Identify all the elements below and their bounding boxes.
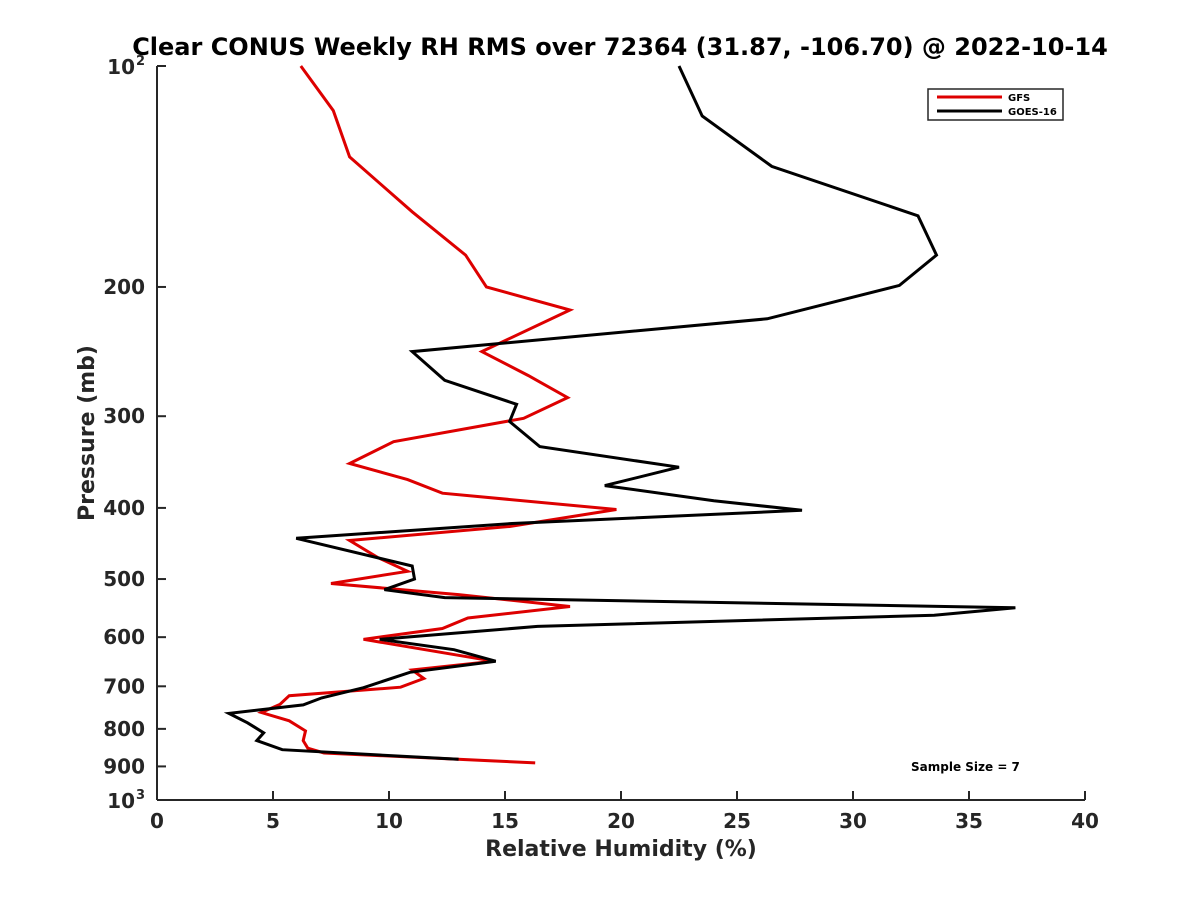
legend-box [927,88,1064,121]
x-tick-label: 10 [375,809,403,833]
x-axis-label: Relative Humidity (%) [485,837,757,862]
x-ticks: 0 5 10 15 20 25 30 35 40 [150,791,1099,833]
legend: GFS GOES-16 [927,88,1064,121]
x-tick-label: 15 [491,809,519,833]
legend-entries: GFS GOES-16 [937,93,1057,118]
chart-title: Clear CONUS Weekly RH RMS over 72364 (31… [132,33,1108,61]
sample-size-annotation: Sample Size = 7 [911,760,1020,774]
y-tick-label: 500 [103,567,145,591]
series-lines [223,65,1016,765]
legend-label: GFS [1008,93,1030,104]
series-line-gfs [257,65,617,765]
x-tick-label: 35 [955,809,983,833]
legend-label: GOES-16 [1008,107,1057,118]
x-tick-label: 40 [1071,809,1099,833]
x-tick-label: 25 [723,809,751,833]
y-tick-label: 400 [103,496,145,520]
y-tick-label: 900 [103,754,145,778]
x-tick-label: 0 [150,809,164,833]
plot-axes [156,66,1085,801]
x-tick-label: 5 [266,809,280,833]
y-tick-exponent: 2 [136,54,145,69]
x-tick-label: 20 [607,809,635,833]
x-tick-label: 30 [839,809,867,833]
y-tick-exponent: 3 [136,788,145,803]
y-tick-label: 600 [103,625,145,649]
y-tick-label: 700 [103,674,145,698]
y-tick-label: 300 [103,404,145,428]
y-tick-label: 10 [107,789,135,813]
y-axis-label: Pressure (mb) [75,345,100,521]
y-tick-label: 200 [103,275,145,299]
series-line-goes-16 [223,65,1016,761]
y-tick-label: 10 [107,55,135,79]
y-tick-label: 800 [103,717,145,741]
